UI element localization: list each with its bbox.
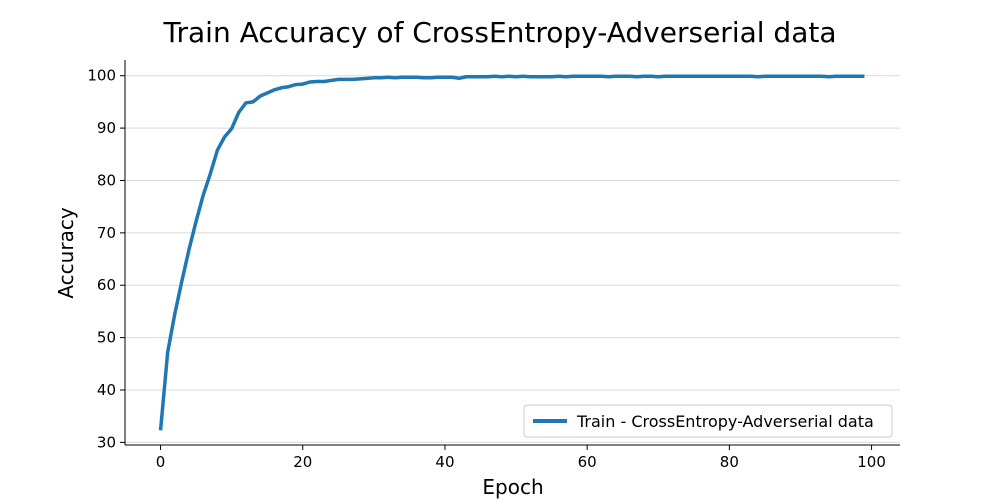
x-axis-label: Epoch: [482, 475, 543, 499]
y-tick-label: 70: [97, 224, 116, 242]
y-tick-label: 90: [97, 119, 116, 137]
x-tick-label: 80: [720, 453, 739, 471]
grid-lines: [125, 75, 900, 443]
y-tick-label: 60: [97, 276, 116, 294]
y-tick-label: 50: [97, 329, 116, 347]
series-group: [158, 74, 865, 431]
x-tick-label: 40: [435, 453, 454, 471]
ticks: 30 40 50 60 70 80 90 100 0 20 40 60 80 100: [87, 67, 886, 471]
x-tick-label: 60: [578, 453, 597, 471]
y-tick-label: 30: [97, 433, 116, 451]
legend: Train - CrossEntropy-Adverserial data: [523, 404, 893, 438]
legend-label: Train - CrossEntropy-Adverserial data: [576, 412, 874, 431]
legend-box: [523, 404, 893, 438]
x-tick-label: 20: [293, 453, 312, 471]
axes: [124, 60, 900, 446]
y-tick-label: 40: [97, 381, 116, 399]
x-tick-label: 0: [156, 453, 166, 471]
series-line-0: [158, 74, 865, 431]
y-tick-label: 80: [97, 171, 116, 189]
x-tick-label: 100: [857, 453, 886, 471]
chart-title: Train Accuracy of CrossEntropy-Adverseri…: [163, 16, 837, 49]
y-tick-label: 100: [87, 67, 116, 85]
y-axis-label: Accuracy: [54, 207, 78, 298]
